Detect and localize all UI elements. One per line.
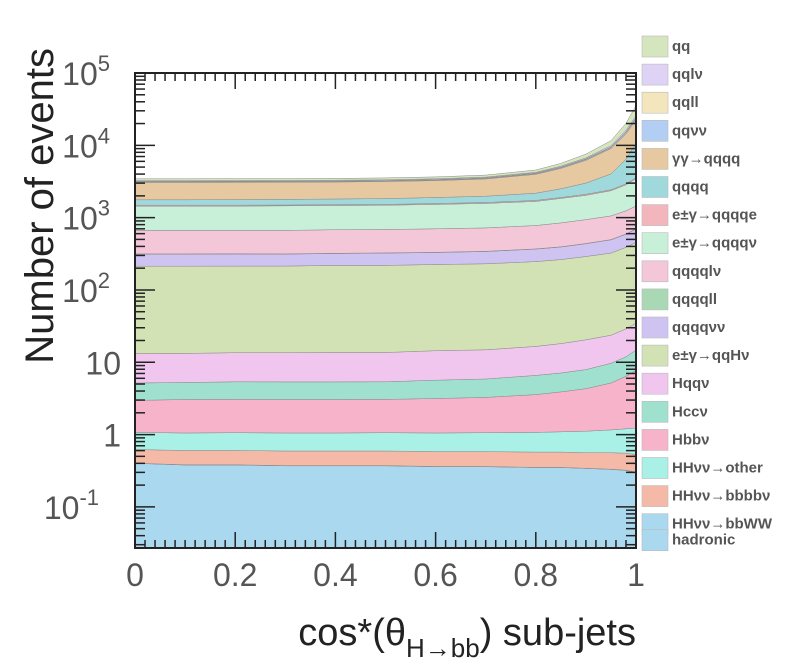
legend-swatch-qqqq — [641, 176, 669, 198]
legend-label-epmgammatoqqqqe: e±γ→qqqqe — [672, 207, 757, 224]
y-tick-label: 105 — [62, 51, 110, 92]
y-tick-label: 10 — [85, 345, 121, 381]
axis-ticks — [134, 72, 637, 548]
legend-label-epmgammatoqqhnu: e±γ→qqHν — [672, 347, 749, 364]
y-axis-title: Number of events — [18, 48, 62, 364]
legend-label-hhnunutoother: HHνν→other — [672, 460, 763, 477]
legend-label-qqqqlnu: qqqqlν — [672, 263, 721, 280]
x-tick-label: 0.6 — [413, 557, 457, 593]
y-tick-label: 103 — [62, 196, 110, 237]
legend-swatch-epmgammatoqqqqe — [641, 204, 669, 226]
legend-swatch-hadronic — [641, 529, 669, 552]
legend-swatch-hqqnu — [641, 372, 669, 395]
legend-label-qqll: qqll — [672, 94, 699, 111]
legend-swatch-epmgammatoqqhnu — [641, 344, 669, 367]
x-tick-label: 0 — [126, 557, 144, 593]
x-tick-label: 0.2 — [213, 557, 257, 593]
legend-label-hadronic: hadronic — [672, 532, 735, 549]
series-area-hadronic — [134, 463, 637, 549]
y-tick-label: 10-1 — [44, 485, 99, 526]
legend-label-qqqqll: qqqqll — [672, 291, 717, 308]
legend-swatch-qqnunu — [641, 120, 669, 142]
x-tick-label: 1 — [627, 557, 645, 593]
legend-swatch-qqqqnunu — [641, 316, 669, 339]
y-tick-label: 1 — [103, 418, 121, 454]
legend-label-qqlnu: qqlν — [672, 66, 703, 83]
legend-swatch-qqll — [641, 91, 669, 114]
legend-swatch-gammagammatoqqqq — [641, 148, 669, 170]
legend-label-hhnunutobbbbnu: HHνν→bbbbν — [672, 488, 770, 505]
legend-label-hqqnu: Hqqν — [672, 375, 710, 392]
legend: qqqqlνqqllqqννγγ→qqqqqqqqe±γ→qqqqee±γ→qq… — [641, 35, 773, 552]
legend-label-epmgammatoqqqqnu: e±γ→qqqqν — [672, 235, 757, 252]
legend-swatch-qqqqlnu — [641, 260, 669, 283]
legend-swatch-hccnu — [641, 400, 669, 423]
legend-label-qqqqnunu: qqqqνν — [672, 319, 725, 336]
legend-label-qq: qq — [672, 38, 690, 55]
legend-label-qqnunu: qqνν — [672, 122, 707, 139]
x-tick-label: 0.4 — [313, 557, 357, 593]
series-area-gammagammatoqqqq — [134, 119, 637, 201]
legend-swatch-hbbnu — [641, 429, 669, 451]
legend-label-qqqq: qqqq — [672, 179, 709, 196]
y-tick-label: 104 — [62, 123, 110, 164]
legend-label-hbbnu: Hbbν — [672, 431, 710, 448]
legend-label-hccnu: Hccν — [672, 403, 708, 420]
legend-label-gammagammatoqqqq: γγ→qqqq — [672, 150, 740, 167]
legend-swatch-hhnunutoother — [641, 457, 669, 479]
legend-swatch-hhnunutobbbbnu — [641, 485, 669, 507]
legend-swatch-qqlnu — [641, 63, 669, 86]
legend-label-hhnunutobbww: HHνν→bbWW — [672, 516, 773, 533]
legend-swatch-qqqqll — [641, 288, 669, 311]
legend-swatch-qq — [641, 35, 669, 58]
series-layer — [134, 104, 637, 549]
x-tick-label: 0.8 — [514, 557, 558, 593]
x-axis-title: cos*(θH→bb) sub-jets — [298, 612, 636, 663]
legend-swatch-epmgammatoqqqqnu — [641, 232, 669, 254]
y-tick-label: 102 — [62, 268, 110, 309]
axis-titles: cos*(θH→bb) sub-jets Number of events — [18, 48, 636, 663]
